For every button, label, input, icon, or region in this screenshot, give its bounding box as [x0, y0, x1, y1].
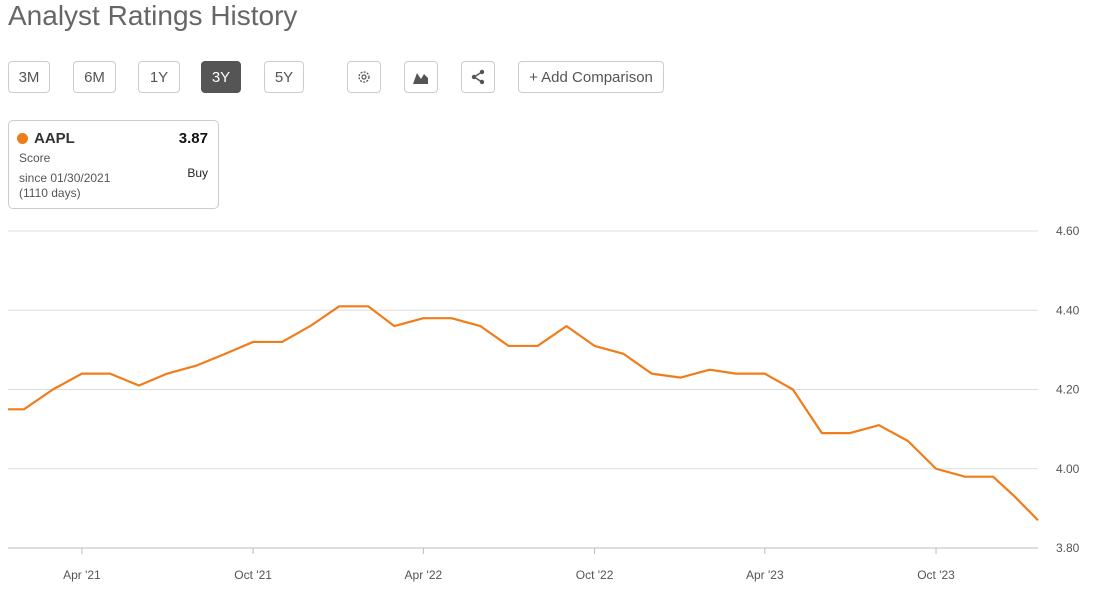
- chart-type-button[interactable]: [404, 61, 438, 93]
- y-tick-label: 4.00: [1056, 462, 1080, 476]
- range-1y-button[interactable]: 1Y: [138, 61, 180, 93]
- x-tick-label: Apr '22: [405, 568, 443, 582]
- add-comparison-button[interactable]: + Add Comparison: [518, 61, 664, 93]
- gear-icon: [358, 71, 370, 83]
- legend-rating: Buy: [187, 166, 208, 180]
- y-tick-label: 4.40: [1056, 303, 1080, 317]
- series-color-dot: [17, 133, 28, 144]
- x-tick-label: Apr '21: [63, 568, 101, 582]
- x-tick-label: Oct '22: [576, 568, 614, 582]
- page-title: Analyst Ratings History: [8, 0, 298, 31]
- x-tick-label: Apr '23: [746, 568, 784, 582]
- chart-type-icon: [413, 73, 428, 84]
- legend-symbol: AAPL: [34, 130, 75, 147]
- series-line-aapl: [8, 305, 1039, 522]
- y-tick-label: 4.60: [1056, 224, 1080, 238]
- x-tick-label: Oct '23: [917, 568, 955, 582]
- range-5y-button[interactable]: 5Y: [264, 61, 304, 93]
- y-tick-label: 3.80: [1056, 541, 1080, 555]
- y-tick-label: 4.20: [1056, 383, 1080, 397]
- legend-value: 3.87: [178, 130, 208, 147]
- range-6m-button[interactable]: 6M: [73, 61, 116, 93]
- share-button[interactable]: [461, 61, 495, 93]
- legend-since: since 01/30/2021: [19, 171, 111, 185]
- settings-button[interactable]: [347, 61, 381, 93]
- share-icon: [471, 69, 485, 85]
- x-tick-label: Oct '21: [234, 568, 272, 582]
- legend-card: AAPL 3.87 Score since 01/30/2021 (1110 d…: [8, 120, 219, 209]
- legend-days: (1110 days): [19, 186, 81, 200]
- range-3y-button[interactable]: 3Y: [201, 61, 241, 93]
- legend-label: Score: [19, 151, 51, 165]
- range-3m-button[interactable]: 3M: [8, 61, 50, 93]
